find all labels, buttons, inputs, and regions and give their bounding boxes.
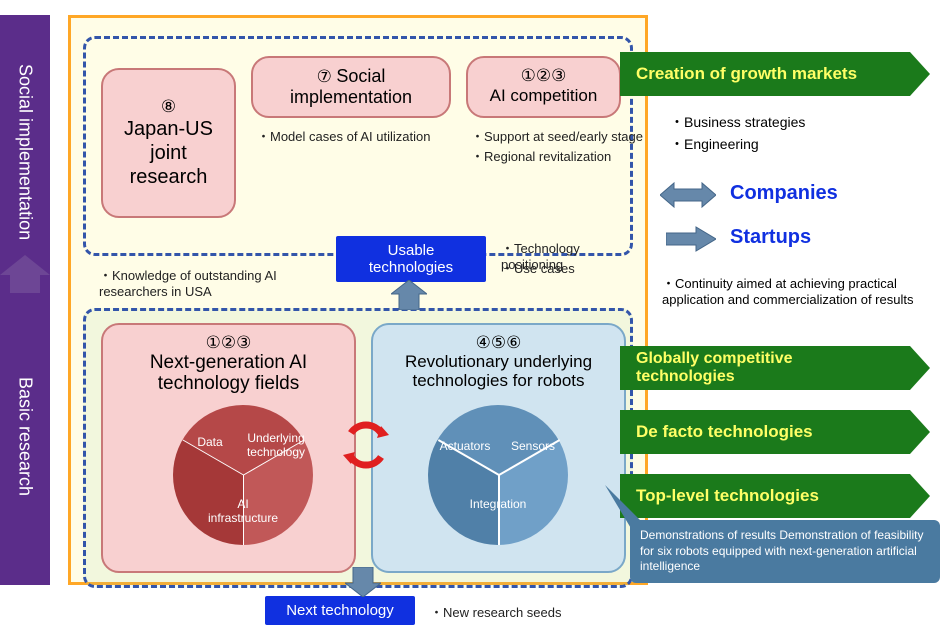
callout-demonstration: Demonstrations of results Demonstration … — [630, 520, 940, 583]
startups-label: Startups — [730, 226, 811, 249]
box123a-bullet2: ・Regional revitalization — [471, 146, 611, 165]
pie-red-label1: Data — [175, 435, 245, 449]
continuity-text: ・Continuity aimed at achieving practical… — [662, 276, 942, 309]
nexttech-bullet: ・New research seeds — [430, 602, 562, 621]
box456-num: ④⑤⑥ — [383, 333, 614, 353]
box7-bullet: ・Model cases of AI utilization — [257, 126, 430, 145]
box123a-title: AI competition — [478, 86, 609, 106]
box123b-num: ①②③ — [113, 333, 344, 353]
green-arrow-global-label: Globally competitive technologies — [620, 346, 910, 390]
green-arrow-growth: Creation of growth markets — [620, 52, 930, 96]
callout-text: Demonstrations of results Demonstration … — [640, 528, 923, 573]
green-arrow-growth-label: Creation of growth markets — [620, 52, 910, 96]
box7-num: ⑦ — [317, 67, 332, 86]
green-arrow-toplevel-label: Top-level technologies — [620, 474, 910, 518]
usable-bullet2: ・Use cases — [501, 258, 575, 277]
box123a-num: ①②③ — [478, 66, 609, 86]
box-social-impl: ⑦ Social implementation — [251, 56, 451, 118]
box8-num: ⑧ — [113, 97, 224, 117]
pie-red-label2: Underlying technology — [243, 431, 309, 459]
box-ai-competition: ①②③ AI competition — [466, 56, 621, 118]
box123a-bullet1: ・Support at seed/early stage — [471, 126, 643, 145]
sidebar-section-top: Social implementation — [15, 15, 36, 289]
box-japan-us: ⑧ Japan-US joint research — [101, 68, 236, 218]
sidebar: Social implementation Basic research — [0, 15, 50, 585]
main-frame: ⑧ Japan-US joint research ⑦ Social imple… — [68, 15, 648, 585]
double-arrow-icon — [660, 178, 716, 212]
box7-title: Social implementation — [290, 66, 412, 107]
green-arrow-defacto: De facto technologies — [620, 410, 930, 454]
pie-blue-label3: Integration — [463, 497, 533, 511]
box8-title: Japan-US joint research — [113, 117, 224, 189]
callout-pointer-icon — [605, 485, 645, 535]
usable-tech-label: Usable technologies — [336, 236, 486, 282]
pie-blue-label1: Actuators — [430, 439, 500, 453]
sidebar-label-basic: Basic research — [15, 377, 36, 496]
green-arrow-toplevel: Top-level technologies — [620, 474, 930, 518]
box456-title: Revolutionary underlying technologies fo… — [383, 353, 614, 390]
sidebar-section-bottom: Basic research — [15, 289, 36, 585]
pie-nextgen-ai: Data Underlying technology AI infrastruc… — [173, 405, 313, 545]
down-arrow-icon — [345, 567, 381, 597]
green-arrow-defacto-label: De facto technologies — [620, 410, 910, 454]
box8-bullet: ・Knowledge of outstanding AI researchers… — [99, 268, 279, 299]
right-bullet-eng: ・Engineering — [670, 134, 759, 154]
pie-robot: Actuators Sensors Integration — [428, 405, 568, 545]
green-arrow-global: Globally competitive technologies — [620, 346, 930, 390]
box-robot-tech: ④⑤⑥ Revolutionary underlying technologie… — [371, 323, 626, 573]
next-tech-label: Next technology — [265, 596, 415, 625]
pie-blue-label2: Sensors — [502, 439, 564, 453]
sidebar-up-arrow-icon — [0, 255, 50, 293]
right-arrow-icon — [666, 222, 716, 256]
sidebar-label-social: Social implementation — [15, 64, 36, 240]
cycle-arrows-icon — [341, 418, 391, 472]
box-nextgen-ai: ①②③ Next-generation AI technology fields… — [101, 323, 356, 573]
box123b-title: Next-generation AI technology fields — [113, 353, 344, 395]
right-bullet-biz: ・Business strategies — [670, 112, 805, 132]
companies-label: Companies — [730, 182, 838, 205]
up-arrow-icon — [391, 280, 427, 310]
pie-red-label3: AI infrastructure — [208, 497, 278, 525]
